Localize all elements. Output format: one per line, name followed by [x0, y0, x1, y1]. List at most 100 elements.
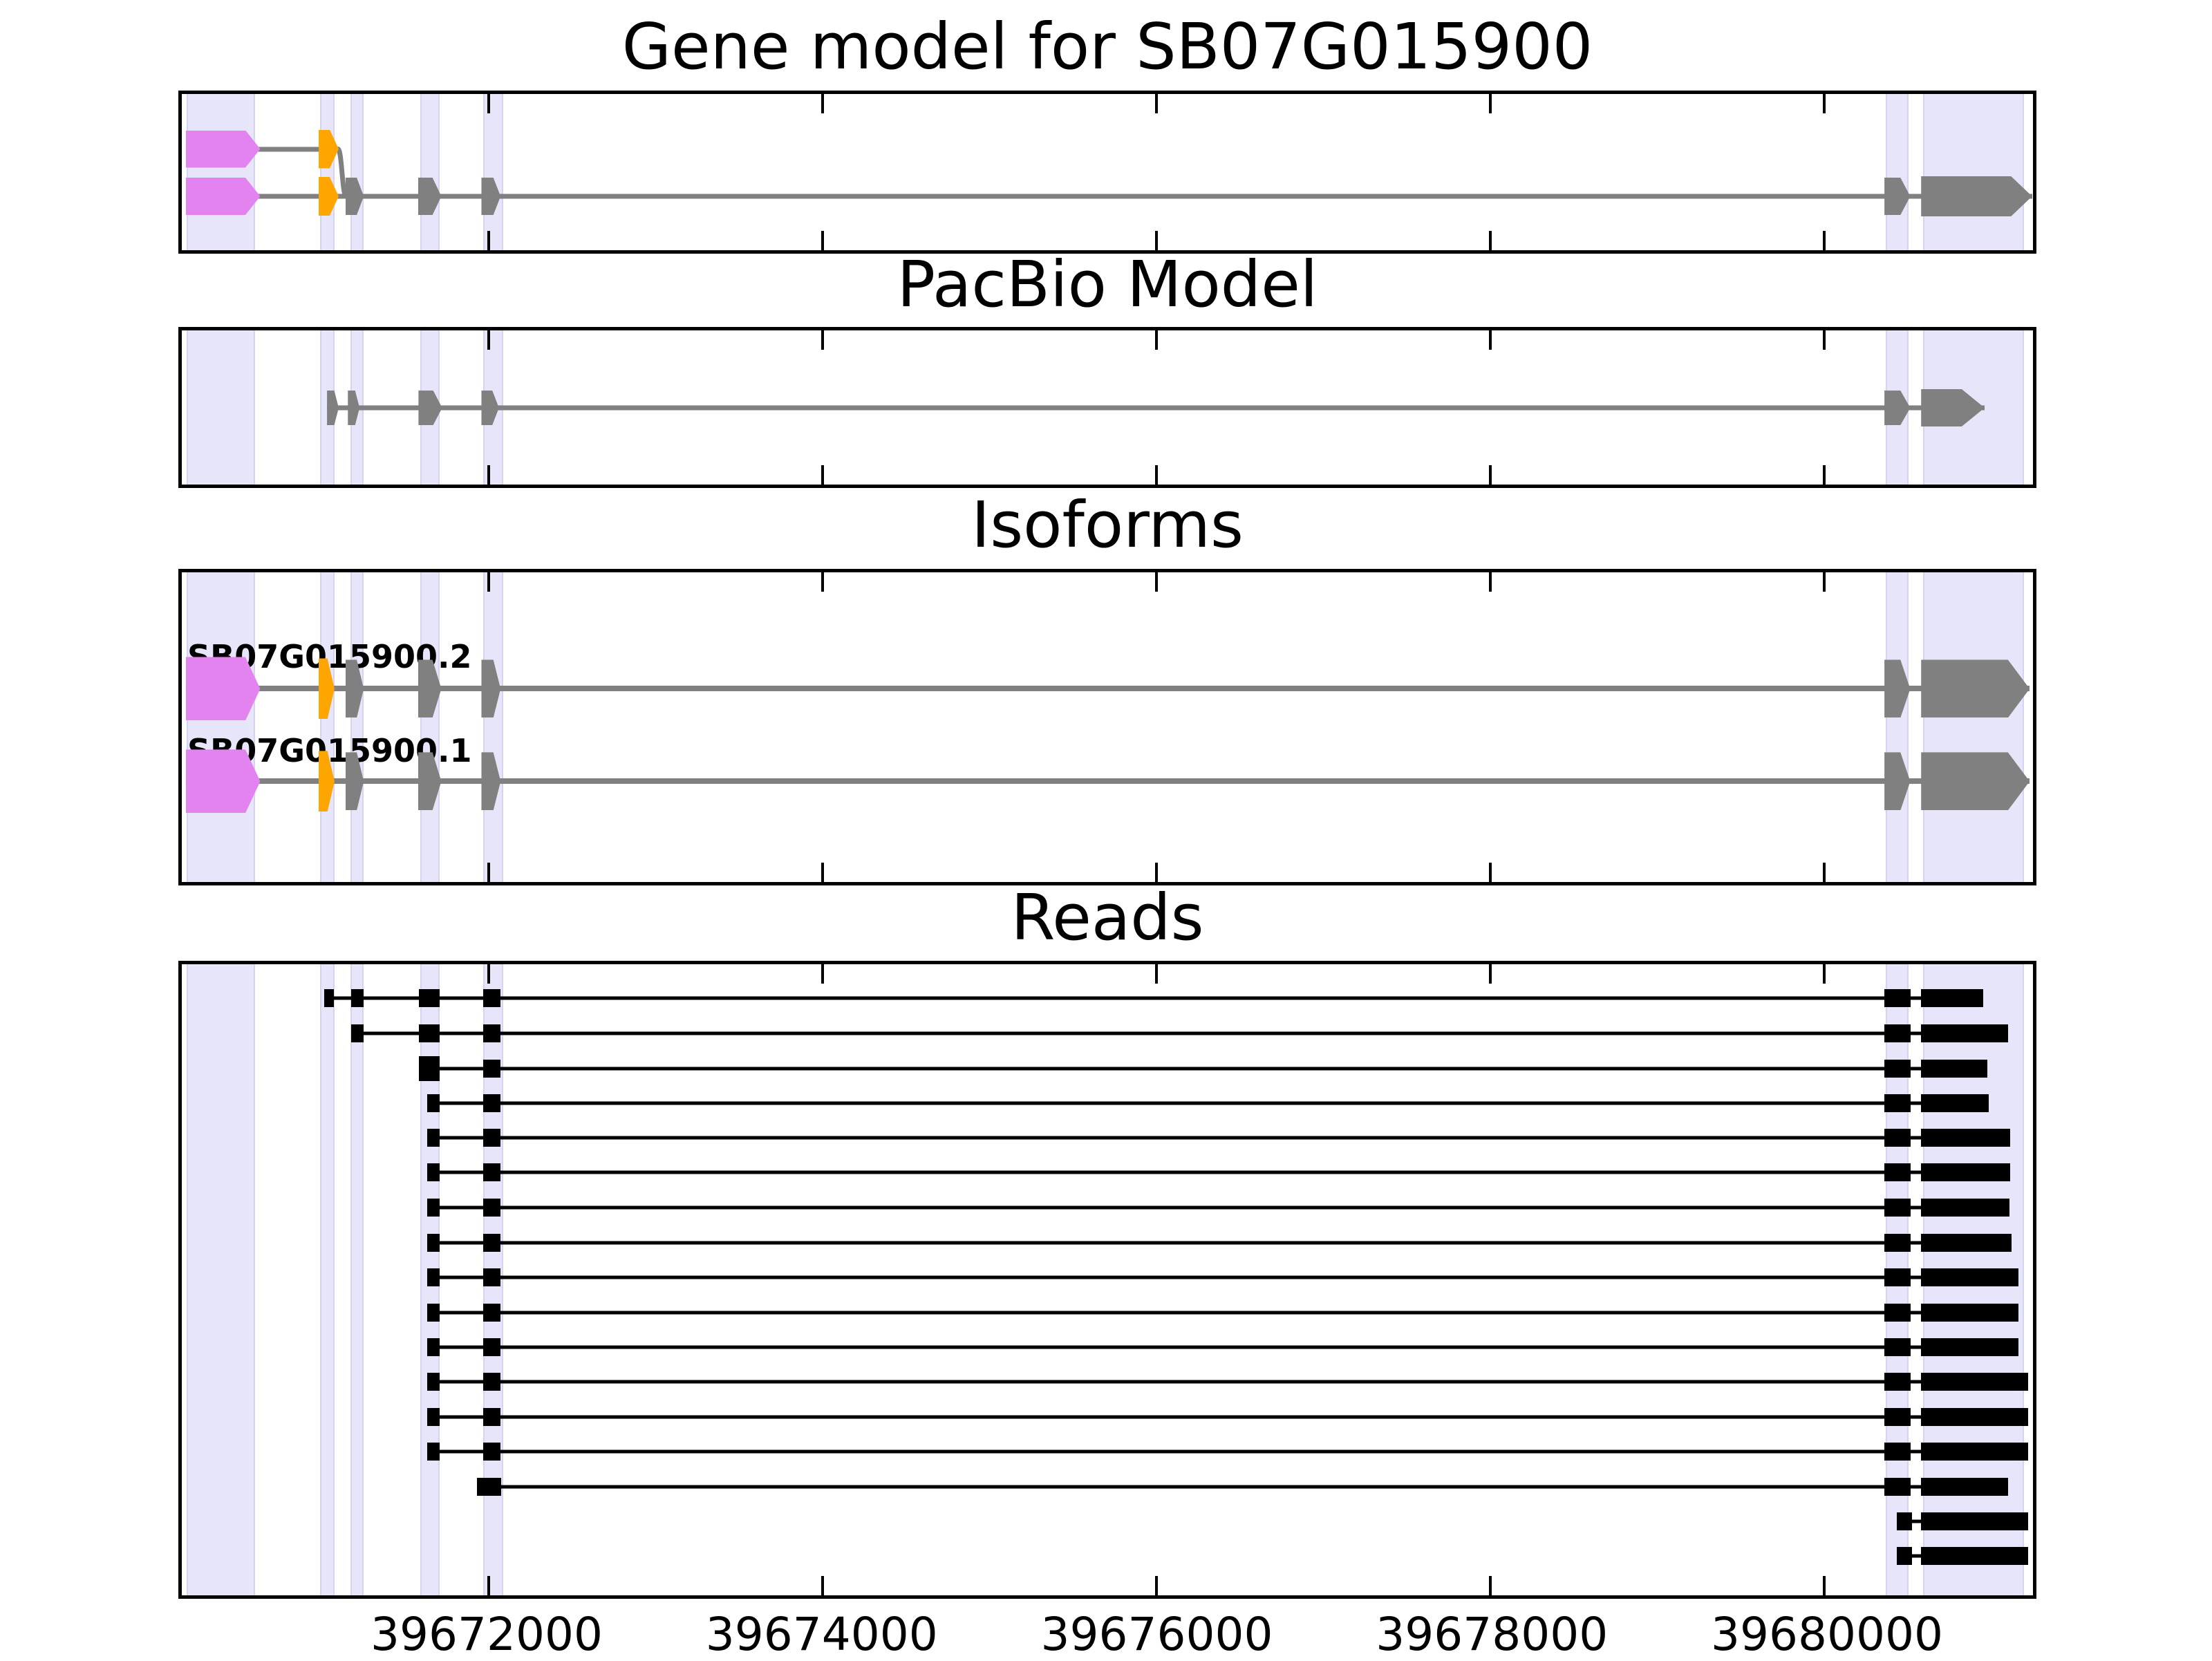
read-exon — [1897, 1512, 1912, 1531]
start-exon — [319, 658, 335, 720]
axis-tick — [821, 572, 825, 592]
axis-tick — [1489, 572, 1492, 592]
axis-tick — [821, 964, 825, 984]
axis-tick — [487, 572, 491, 592]
cds-exon — [1921, 176, 2032, 217]
read-exon — [1921, 1338, 2019, 1357]
pacbio-panel — [178, 327, 2036, 488]
axis-tick — [1155, 572, 1159, 592]
intron-line — [427, 1136, 2011, 1140]
read-exon — [482, 1303, 501, 1322]
cds-exon — [327, 390, 339, 425]
read-exon — [482, 989, 501, 1008]
read-exon — [1884, 1442, 1911, 1461]
read-exon — [1921, 1512, 2028, 1531]
read-exon — [1921, 1059, 1987, 1078]
read-exon — [1921, 1024, 2008, 1042]
read-exon — [427, 1094, 440, 1112]
axis-tick — [1155, 94, 1159, 113]
highlight-band — [1886, 572, 1909, 882]
axis-tick — [821, 330, 825, 350]
read-exon — [482, 1442, 501, 1461]
read-exon — [482, 1268, 501, 1286]
intron-line — [327, 405, 1985, 411]
axis-tick — [1823, 465, 1826, 485]
utr-exon — [186, 130, 261, 168]
read-exon — [482, 1233, 501, 1252]
axis-tick — [1823, 572, 1826, 592]
read-exon — [427, 1338, 440, 1357]
highlight-band — [350, 572, 364, 882]
highlight-band — [187, 330, 256, 485]
isoforms-title: Isoforms — [971, 488, 1244, 562]
read-exon — [1921, 1547, 2028, 1566]
read-exon — [1884, 1024, 1911, 1042]
highlight-band — [320, 572, 335, 882]
axis-tick — [1489, 465, 1492, 485]
read-exon — [1884, 1407, 1911, 1426]
read-exon — [482, 1373, 501, 1391]
read-exon — [1884, 1233, 1911, 1252]
read-exon — [427, 1373, 440, 1391]
read-exon — [482, 1059, 501, 1078]
read-exon — [1921, 989, 1983, 1008]
intron-line — [427, 1241, 2012, 1245]
axis-tick — [487, 1576, 491, 1595]
intron-line — [427, 1415, 2028, 1419]
axis-tick — [1155, 465, 1159, 485]
axis-tick — [487, 465, 491, 485]
axis-tick — [1823, 863, 1826, 882]
read-exon — [1884, 1094, 1911, 1112]
gene-model-panel — [178, 91, 2036, 254]
tick-label: 39678000 — [1376, 1608, 1609, 1661]
gene-model-title: Gene model for SB07G015900 — [621, 10, 1593, 84]
axis-tick — [487, 964, 491, 984]
axis-tick — [487, 231, 491, 250]
read-exon — [1884, 1199, 1911, 1217]
highlight-band — [350, 964, 364, 1595]
utr-exon — [186, 178, 261, 216]
read-exon — [351, 989, 364, 1008]
axis-tick — [1489, 863, 1492, 882]
read-exon — [482, 1129, 501, 1147]
intron-line — [418, 1067, 1987, 1071]
axis-tick — [1823, 1576, 1826, 1595]
read-exon — [1921, 1303, 2019, 1322]
intron-line — [186, 194, 2032, 199]
highlight-band — [187, 572, 256, 882]
axis-tick — [1489, 964, 1492, 984]
highlight-band — [187, 964, 256, 1595]
axis-tick — [1489, 231, 1492, 250]
read-exon — [418, 1055, 440, 1081]
read-exon — [1921, 1233, 2012, 1252]
read-exon — [1921, 1407, 2028, 1426]
read-exon — [482, 1094, 501, 1112]
read-exon — [427, 1163, 440, 1182]
intron-line — [186, 778, 2030, 785]
intron-line — [324, 996, 1983, 1000]
isoforms-panel: SB07G015900.2 SB07G015900.1 — [178, 569, 2036, 885]
read-exon — [1884, 1129, 1911, 1147]
tick-label: 39674000 — [705, 1608, 938, 1661]
read-exon — [418, 1024, 440, 1042]
reads-panel — [178, 961, 2036, 1599]
read-exon — [427, 1442, 440, 1461]
intron-line — [427, 1101, 1989, 1105]
pacbio-title: PacBio Model — [897, 247, 1318, 321]
read-exon — [351, 1024, 364, 1042]
highlight-band — [1922, 572, 2024, 882]
start-exon — [319, 751, 335, 812]
intron-line — [427, 1345, 2019, 1349]
intron-line — [427, 1275, 2019, 1279]
highlight-band — [187, 94, 256, 250]
read-exon — [1884, 1477, 1911, 1496]
cds-exon — [1921, 659, 2030, 718]
highlight-band — [320, 964, 335, 1595]
highlight-band — [1922, 94, 2024, 250]
read-exon — [427, 1268, 440, 1286]
utr-exon — [186, 657, 261, 721]
read-exon — [1884, 1338, 1911, 1357]
axis-tick — [1155, 1576, 1159, 1595]
intron-line — [427, 1449, 2028, 1454]
